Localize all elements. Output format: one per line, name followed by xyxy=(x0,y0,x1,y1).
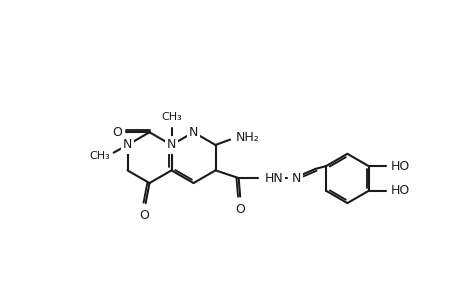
Text: HO: HO xyxy=(390,160,409,172)
Text: CH₃: CH₃ xyxy=(89,151,110,161)
Text: HN: HN xyxy=(264,172,283,184)
Text: HO: HO xyxy=(390,184,409,197)
Text: O: O xyxy=(235,203,245,217)
Text: O: O xyxy=(112,126,122,139)
Text: CH₃: CH₃ xyxy=(161,112,181,122)
Text: O: O xyxy=(139,209,149,222)
Text: N: N xyxy=(123,139,132,152)
Text: N: N xyxy=(189,126,198,139)
Text: N: N xyxy=(167,139,176,152)
Text: N: N xyxy=(291,172,301,184)
Text: NH₂: NH₂ xyxy=(235,131,259,144)
